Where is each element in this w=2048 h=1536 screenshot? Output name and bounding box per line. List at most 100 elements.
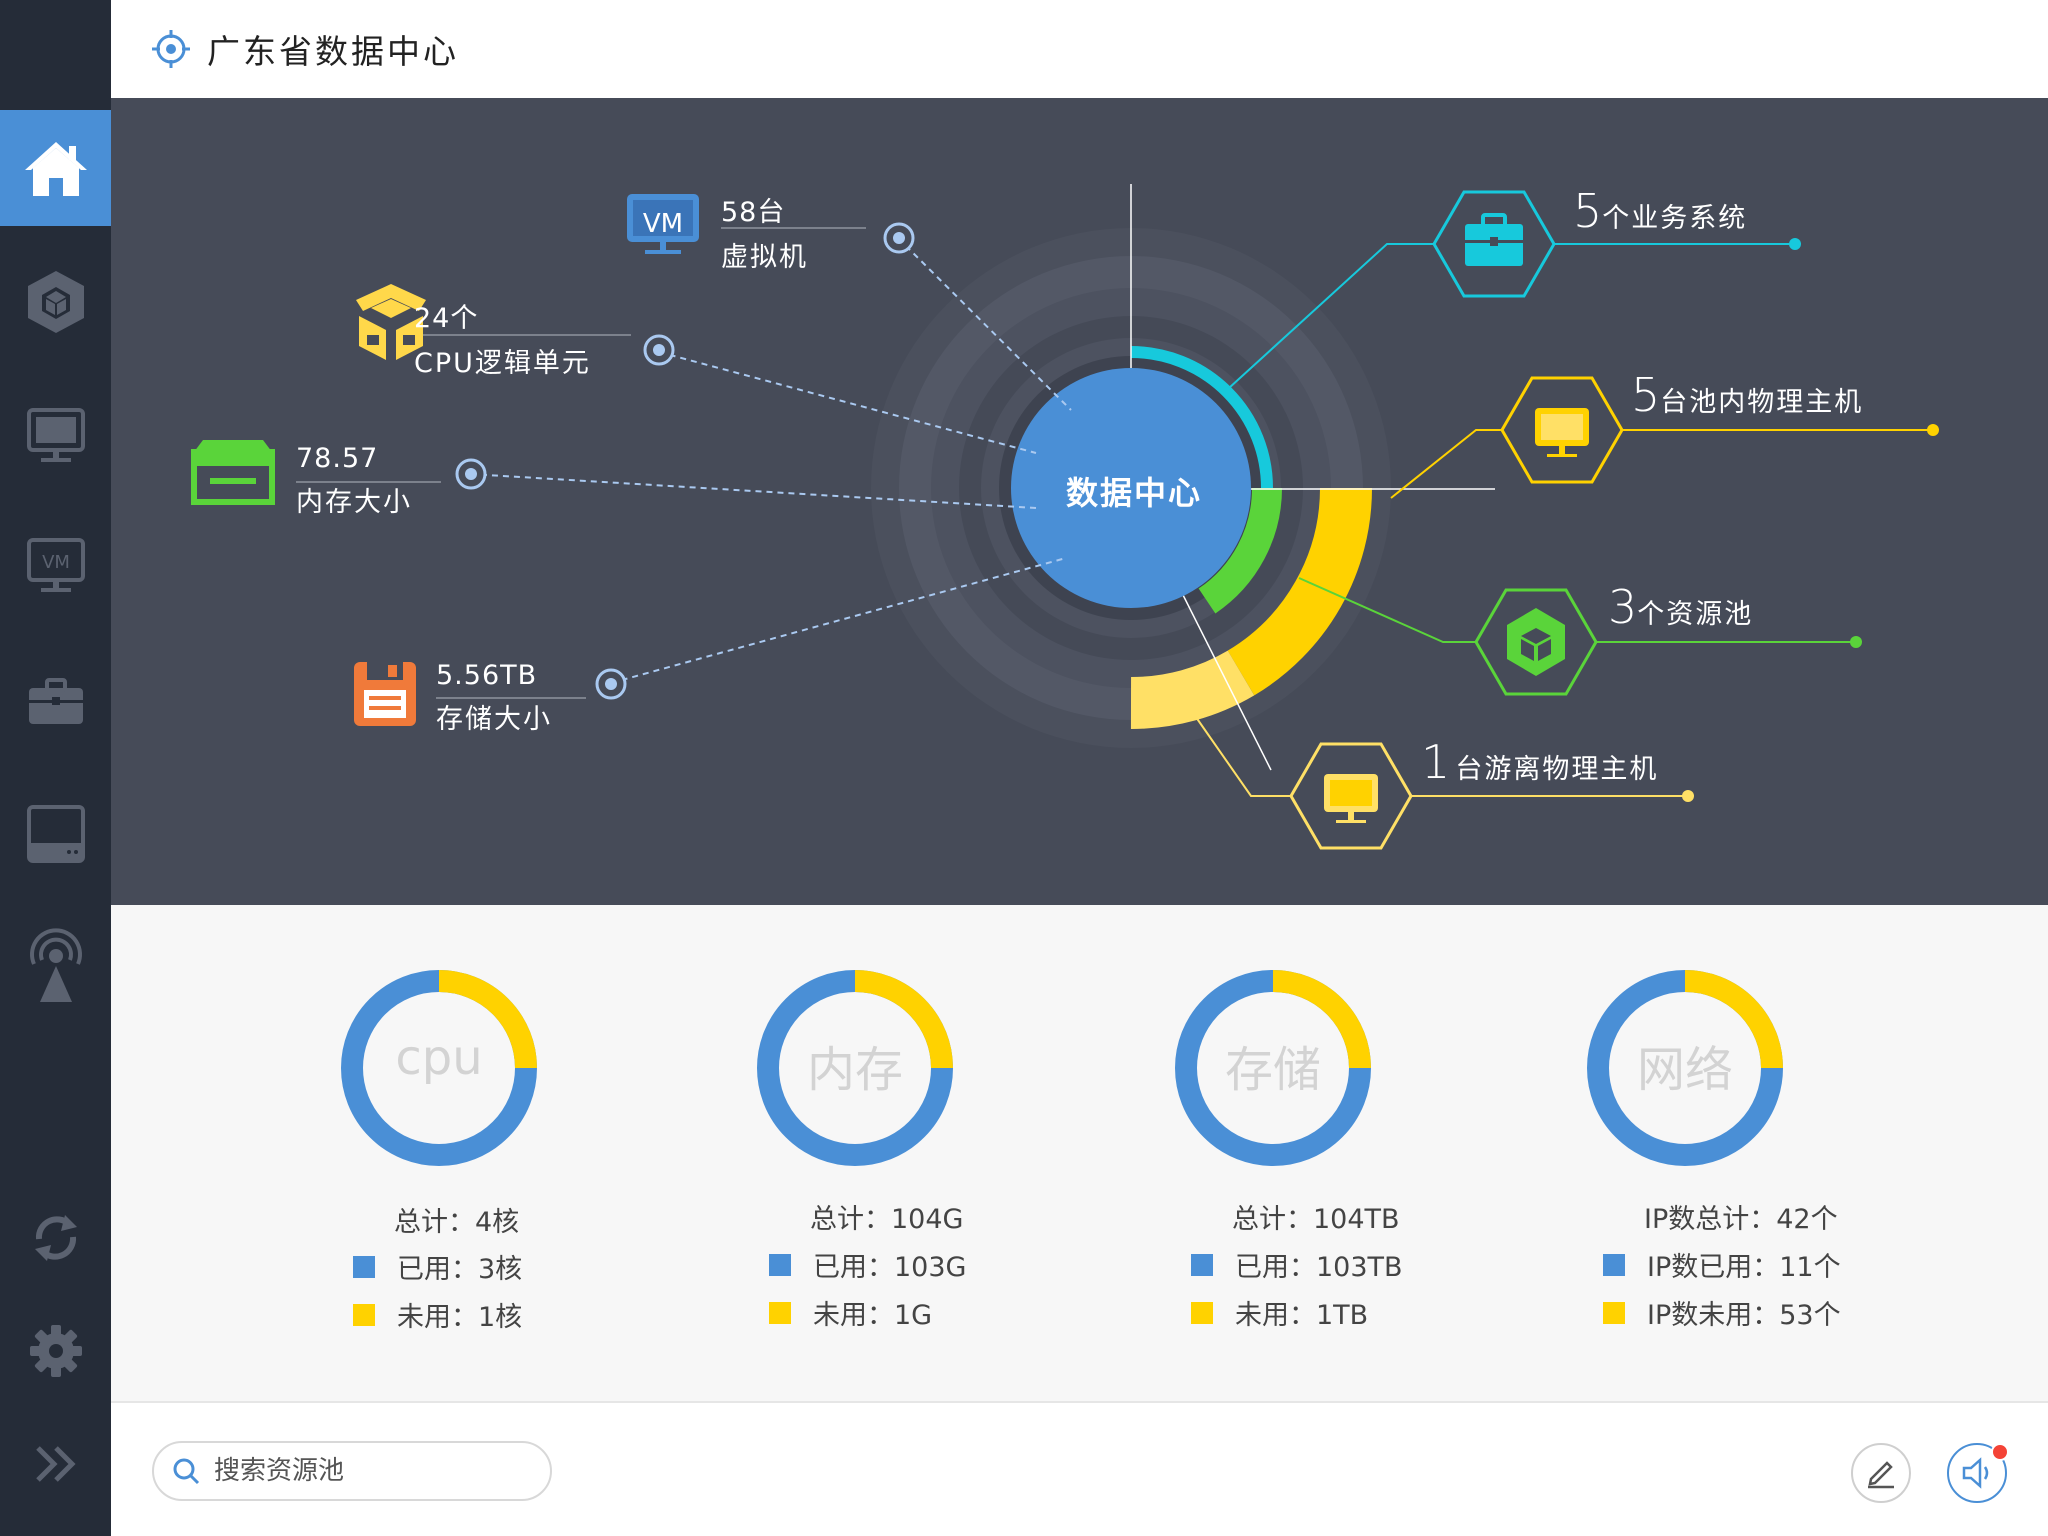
page-title: 广东省数据中心	[207, 32, 459, 71]
sidebar-item-physical-host[interactable]	[0, 378, 111, 494]
cpu-unused: 未用：1核	[397, 1302, 523, 1333]
storage-donut-label: 存储	[1224, 1042, 1321, 1098]
network-donut-label: 网络	[1636, 1042, 1733, 1098]
search-icon	[173, 1458, 200, 1485]
memory-stat[interactable]: 78.57 内存大小	[296, 443, 412, 519]
sidebar-item-storage[interactable]	[0, 776, 111, 892]
broadcast-icon	[29, 928, 82, 1002]
datacenter-core-label: 数据中心	[1066, 474, 1203, 512]
vm-count: 58台	[721, 197, 786, 228]
storage-used: 已用：103TB	[1235, 1252, 1403, 1283]
memory-used-row: 已用：103G	[769, 1245, 966, 1284]
network-unused: IP数未用：53个	[1647, 1300, 1841, 1331]
vm-stat[interactable]: 58台 虚拟机	[721, 190, 808, 274]
memory-label: 内存大小	[296, 487, 412, 518]
sidebar-item-business[interactable]	[0, 644, 111, 760]
memory-used: 已用：103G	[813, 1252, 967, 1283]
refresh-icon	[34, 1215, 77, 1261]
storage-box-icon	[26, 805, 85, 863]
edit-button[interactable]	[1851, 1443, 1911, 1503]
svg-text:VM: VM	[42, 552, 70, 573]
briefcase-icon	[28, 678, 83, 724]
free-host-label: 台游离物理主机	[1455, 754, 1659, 785]
unused-legend-swatch	[353, 1303, 375, 1326]
pool-host-arc	[1227, 487, 1373, 696]
used-legend-swatch	[353, 1255, 375, 1278]
memory-donut-label: 内存	[806, 1042, 903, 1098]
home-icon	[24, 142, 87, 196]
sidebar-item-home[interactable]	[0, 110, 111, 226]
pool-host-stat[interactable]: 5台池内物理主机	[1631, 368, 1863, 422]
unused-ring	[854, 970, 953, 1069]
bottom-toolbar	[111, 1401, 2048, 1536]
expand-sidebar-button[interactable]	[0, 1406, 111, 1522]
used-legend-swatch	[769, 1253, 791, 1276]
storage-unused-row: 未用：1TB	[1191, 1293, 1368, 1332]
cube-icon	[27, 271, 84, 333]
memory-unused: 未用：1G	[813, 1300, 933, 1331]
network-total: IP数总计：42个	[1644, 1204, 1838, 1235]
used-legend-swatch	[1191, 1253, 1213, 1276]
memory-size: 78.57	[296, 443, 379, 474]
cpu-used: 已用：3核	[397, 1254, 523, 1285]
resource-pool-stat[interactable]: 3个资源池	[1608, 580, 1753, 634]
free-host-count: 1	[1421, 735, 1451, 789]
announcement-button[interactable]	[1947, 1443, 2009, 1503]
resource-pool-label: 个资源池	[1637, 599, 1754, 630]
monitor-icon	[1535, 408, 1589, 457]
memory-donut-chart	[757, 970, 953, 1166]
network-unused-row: IP数未用：53个	[1603, 1293, 1841, 1332]
datacenter-overview: VM	[111, 98, 2048, 905]
memory-total: 总计：104G	[810, 1204, 964, 1235]
network-donut-chart	[1587, 970, 1783, 1166]
storage-stat[interactable]: 5.56TB 存储大小	[436, 660, 552, 736]
sidebar-item-cube[interactable]	[0, 244, 111, 360]
cpu-donut-chart	[341, 970, 537, 1166]
storage-label: 存储大小	[436, 704, 552, 735]
used-legend-swatch	[1603, 1253, 1625, 1276]
vm-icon: VM	[627, 194, 699, 254]
cpu-unit-stat[interactable]: 24个 CPU逻辑单元	[414, 296, 591, 380]
monitor-icon	[26, 408, 85, 462]
cpu-unit-count: 24个	[414, 303, 479, 334]
storage-size: 5.56TB	[436, 660, 538, 691]
notification-dot	[1991, 1443, 2009, 1461]
sidebar-item-network[interactable]	[0, 908, 111, 1024]
svg-text:VM: VM	[643, 209, 683, 239]
page-header: 广东省数据中心	[111, 0, 2048, 98]
search-input[interactable]	[214, 1456, 514, 1486]
pool-host-arc-green	[1198, 487, 1283, 614]
pool-host-label: 台池内物理主机	[1660, 387, 1864, 418]
business-system-label: 个业务系统	[1602, 203, 1748, 234]
pool-host-node	[1500, 376, 1624, 484]
cpu-unit-label: CPU逻辑单元	[414, 348, 591, 379]
cpu-unused-row: 未用：1核	[353, 1295, 522, 1334]
storage-total: 总计：104TB	[1232, 1204, 1400, 1235]
resource-pool-node	[1474, 588, 1598, 696]
search-box[interactable]	[152, 1441, 552, 1501]
cube-icon	[1507, 608, 1565, 676]
resource-pool-count: 3	[1608, 580, 1638, 634]
floppy-icon	[354, 662, 416, 726]
network-used: IP数已用：11个	[1647, 1252, 1841, 1283]
network-used-row: IP数已用：11个	[1603, 1245, 1841, 1284]
sidebar-item-virtual-machine[interactable]: VM	[0, 508, 111, 624]
cpu-donut-label: cpu	[395, 1030, 483, 1086]
storage-used-row: 已用：103TB	[1191, 1245, 1403, 1284]
unused-legend-swatch	[1603, 1301, 1625, 1324]
free-host-arc	[1130, 650, 1255, 730]
overview-graphic: VM	[191, 184, 1939, 850]
business-system-stat[interactable]: 5个业务系统	[1573, 184, 1747, 238]
unused-ring	[1684, 970, 1783, 1069]
refresh-button[interactable]	[0, 1180, 111, 1296]
datacenter-core	[1011, 368, 1251, 608]
storage-donut-chart	[1175, 970, 1371, 1166]
free-host-stat[interactable]: 1 台游离物理主机	[1421, 735, 1658, 789]
unused-legend-swatch	[769, 1301, 791, 1324]
vm-label: 虚拟机	[721, 242, 808, 273]
business-system-node	[1432, 190, 1556, 298]
vm-monitor-icon: VM	[26, 538, 85, 592]
settings-button[interactable]	[0, 1293, 111, 1409]
memory-unused-row: 未用：1G	[769, 1293, 932, 1332]
unused-legend-swatch	[1191, 1301, 1213, 1324]
